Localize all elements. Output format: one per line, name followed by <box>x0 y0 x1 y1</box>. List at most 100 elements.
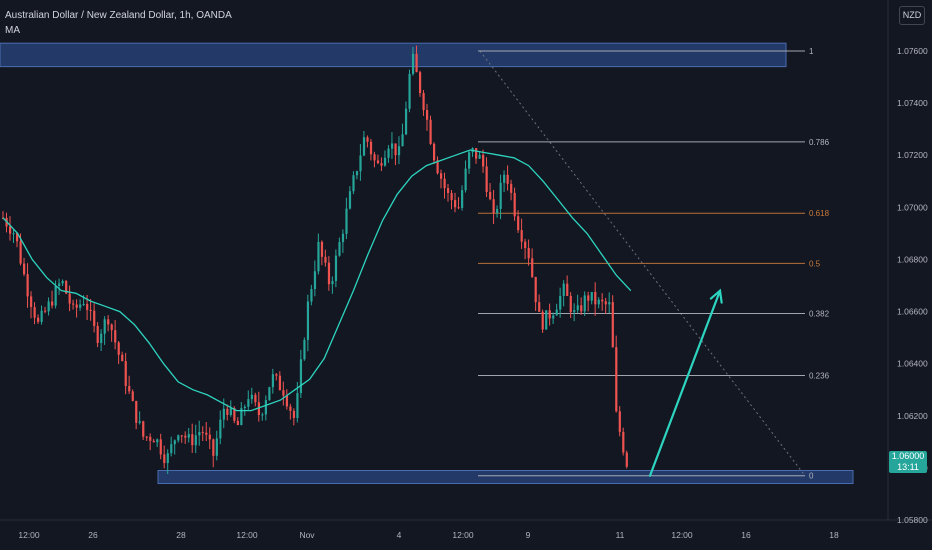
candle-body-115 <box>404 108 408 135</box>
candle-body-100 <box>352 175 355 192</box>
candle-body-26 <box>93 310 96 326</box>
candle-body-137 <box>482 154 485 167</box>
candle-body-119 <box>418 72 422 94</box>
candle-body-53 <box>187 434 190 438</box>
candle-body-110 <box>387 148 390 158</box>
candle-body-157 <box>552 315 555 319</box>
candle-body-131 <box>461 190 464 208</box>
candle-body-116 <box>408 73 411 109</box>
countdown-timer: 13:11 <box>897 462 919 472</box>
candle-body-130 <box>457 207 460 209</box>
candle-body-153 <box>538 302 541 312</box>
fib-label-0.618: 0.618 <box>809 209 830 218</box>
indicator-label[interactable]: MA <box>5 25 20 36</box>
candle-body-80 <box>282 390 285 396</box>
candle-body-151 <box>531 258 534 277</box>
candle-body-147 <box>517 216 520 231</box>
candle-body-140 <box>492 199 495 214</box>
candle-body-9 <box>33 307 36 318</box>
candle-body-65 <box>229 408 232 415</box>
candle-body-91 <box>320 241 324 257</box>
candle-body-78 <box>275 374 278 376</box>
candle-body-83 <box>292 410 296 418</box>
candle-body-64 <box>226 408 229 415</box>
candle-body-125 <box>440 173 443 179</box>
candle-body-97 <box>341 233 345 243</box>
candle-body-164 <box>576 305 579 311</box>
candle-body-156 <box>548 310 551 319</box>
candle-body-57 <box>201 432 204 434</box>
candle-body-71 <box>250 394 253 400</box>
candle-body-47 <box>166 453 169 464</box>
fib-label-0.5: 0.5 <box>809 259 821 268</box>
candle-body-39 <box>138 421 141 423</box>
candle-body-66 <box>233 408 236 421</box>
candle-body-4 <box>16 233 19 242</box>
candle-body-99 <box>348 191 352 209</box>
candle-body-2 <box>9 226 12 234</box>
candle-body-92 <box>324 256 327 263</box>
candle-body-136 <box>478 154 481 159</box>
candle-body-7 <box>26 274 29 297</box>
candle-body-3 <box>12 233 15 235</box>
candle-body-103 <box>362 137 366 156</box>
candle-body-42 <box>149 436 152 441</box>
candle-body-75 <box>264 400 267 415</box>
candle-body-114 <box>401 134 404 147</box>
candle-body-76 <box>268 387 271 401</box>
candle-body-46 <box>163 454 166 464</box>
candle-body-32 <box>114 330 117 343</box>
candle-body-135 <box>475 148 478 159</box>
candle-body-148 <box>520 230 523 242</box>
candle-body-34 <box>121 354 124 362</box>
candle-body-158 <box>555 309 558 316</box>
candle-body-118 <box>415 53 418 73</box>
candle-body-139 <box>489 191 492 200</box>
candle-body-111 <box>390 143 394 149</box>
time-axis[interactable]: 12:00 26 28 12:00 Nov 4 12:00 9 11 12:00 16 18 <box>18 530 839 540</box>
candle-body-13 <box>47 301 50 312</box>
candle-body-173 <box>608 302 611 305</box>
candle-body-141 <box>496 208 499 214</box>
candle-body-77 <box>271 374 275 388</box>
last-price-tag: 1.06000 13:11 <box>889 451 927 473</box>
candle-body-163 <box>573 310 576 313</box>
y-tick-label-1: 1.07400 <box>897 98 928 108</box>
y-tick-label-9: 1.05800 <box>897 515 928 525</box>
zone-resistance <box>0 42 787 68</box>
candle-body-146 <box>513 192 516 217</box>
candle-body-27 <box>96 325 99 343</box>
candle-body-102 <box>359 155 362 172</box>
candle-body-169 <box>594 292 597 305</box>
candle-body-150 <box>527 248 530 259</box>
candle-body-90 <box>317 241 320 272</box>
candle-body-60 <box>212 439 215 456</box>
ma-layer <box>2 149 632 412</box>
candle-body-154 <box>541 311 544 330</box>
price-axis[interactable]: 1.07600 1.07400 1.07200 1.07000 1.06800 1.066… <box>897 46 928 525</box>
x-tick-label-5: 4 <box>397 530 402 540</box>
candle-body-168 <box>590 292 593 301</box>
candle-body-45 <box>159 439 162 455</box>
ma-line <box>2 149 632 412</box>
x-tick-label-6: 12:00 <box>452 530 474 540</box>
candle-body-19 <box>68 293 71 304</box>
candle-body-121 <box>425 110 429 120</box>
candle-body-72 <box>254 394 257 403</box>
candle-body-109 <box>383 157 387 166</box>
candle-body-16 <box>58 283 61 287</box>
currency-button[interactable]: NZD <box>899 6 925 25</box>
arrow-layer[interactable] <box>648 288 723 477</box>
candle-body-170 <box>597 299 600 305</box>
candle-body-142 <box>499 182 502 209</box>
candle-body-56 <box>198 432 201 436</box>
x-tick-label-10: 16 <box>741 530 751 540</box>
candle-body-51 <box>180 435 183 437</box>
candle-body-22 <box>79 304 82 308</box>
candle-body-178 <box>625 452 628 467</box>
candle-body-175 <box>615 347 618 412</box>
candle-body-10 <box>37 317 40 322</box>
candle-body-62 <box>219 419 222 439</box>
symbol-title: Australian Dollar / New Zealand Dollar, … <box>5 10 232 21</box>
